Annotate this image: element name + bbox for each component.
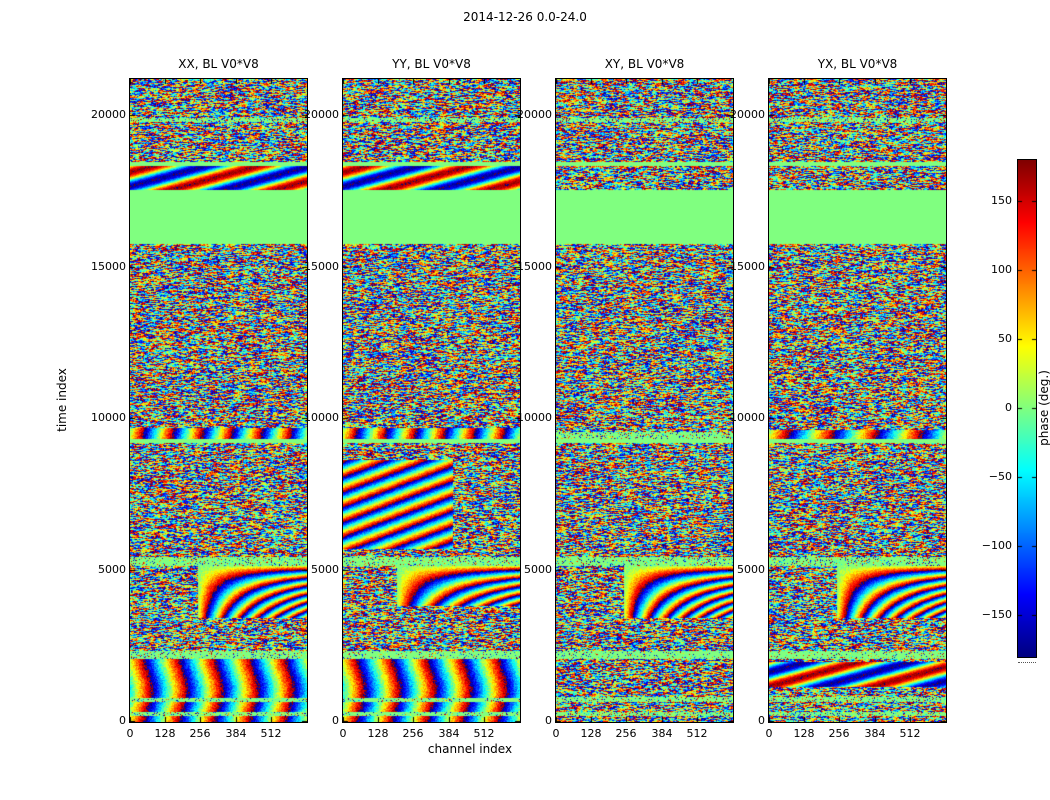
x-tick-label: 384 (216, 728, 256, 740)
y-tick-label: 10000 (719, 412, 765, 424)
panel-xy: XY, BL V0*V8 0 5000 10000 15000 20000 0 128 256 3… (556, 79, 733, 722)
panel-title-yx: YX, BL V0*V8 (769, 57, 946, 71)
y-tick-label: 15000 (719, 261, 765, 273)
y-tick-label: 0 (506, 715, 552, 727)
colorbar-gradient (1018, 160, 1036, 657)
x-tick-label: 0 (749, 728, 789, 740)
x-tick-label: 512 (677, 728, 717, 740)
colorbar-tick-label: 100 (972, 264, 1012, 276)
colorbar-tick-label: −50 (972, 471, 1012, 483)
colorbar: phase (deg.) 150 100 50 0 −50 −100 −150 (1018, 160, 1036, 657)
y-tick-label: 20000 (293, 109, 339, 121)
y-tick-label: 10000 (506, 412, 552, 424)
colorbar-tick-label: 50 (972, 333, 1012, 345)
x-tick-label: 256 (606, 728, 646, 740)
figure: 2014-12-26 0.0-24.0 time index channel i… (0, 0, 1050, 800)
x-tick-label: 384 (855, 728, 895, 740)
y-tick-label: 5000 (293, 564, 339, 576)
panel-title-xx: XX, BL V0*V8 (130, 57, 307, 71)
heatmap-xx (130, 79, 307, 722)
figure-title: 2014-12-26 0.0-24.0 (0, 10, 1050, 24)
x-tick-label: 256 (819, 728, 859, 740)
y-tick-label: 0 (80, 715, 126, 727)
x-tick-label: 0 (110, 728, 150, 740)
heatmap-yy (343, 79, 520, 722)
colorbar-tick-label: 150 (972, 195, 1012, 207)
colorbar-tick-label: −150 (972, 609, 1012, 621)
x-tick-label: 512 (890, 728, 930, 740)
y-tick-label: 5000 (80, 564, 126, 576)
y-axis-label: time index (55, 368, 69, 432)
x-tick-label: 0 (323, 728, 363, 740)
y-tick-label: 15000 (506, 261, 552, 273)
panel-title-xy: XY, BL V0*V8 (556, 57, 733, 71)
colorbar-tick-label: 0 (972, 402, 1012, 414)
colorbar-label: phase (deg.) (1037, 370, 1050, 446)
colorbar-tick-label: −100 (972, 540, 1012, 552)
colorbar-dotted-line (1018, 662, 1036, 663)
x-tick-label: 384 (429, 728, 469, 740)
panel-yx: YX, BL V0*V8 0 5000 10000 15000 20000 0 128 256 3… (769, 79, 946, 722)
panel-title-yy: YY, BL V0*V8 (343, 57, 520, 71)
y-tick-label: 20000 (80, 109, 126, 121)
x-axis-label: channel index (428, 742, 512, 756)
x-tick-label: 512 (464, 728, 504, 740)
y-tick-label: 0 (293, 715, 339, 727)
x-tick-label: 256 (393, 728, 433, 740)
y-tick-label: 10000 (293, 412, 339, 424)
x-tick-label: 128 (145, 728, 185, 740)
x-tick-label: 256 (180, 728, 220, 740)
x-tick-label: 128 (358, 728, 398, 740)
y-tick-label: 20000 (506, 109, 552, 121)
heatmap-xy (556, 79, 733, 722)
x-tick-label: 512 (251, 728, 291, 740)
y-tick-label: 5000 (719, 564, 765, 576)
y-tick-label: 0 (719, 715, 765, 727)
y-tick-label: 15000 (293, 261, 339, 273)
y-tick-label: 15000 (80, 261, 126, 273)
panel-yy: YY, BL V0*V8 0 5000 10000 15000 20000 0 128 256 3… (343, 79, 520, 722)
x-tick-label: 128 (571, 728, 611, 740)
y-tick-label: 20000 (719, 109, 765, 121)
x-tick-label: 0 (536, 728, 576, 740)
x-tick-label: 384 (642, 728, 682, 740)
y-tick-label: 10000 (80, 412, 126, 424)
y-tick-label: 5000 (506, 564, 552, 576)
heatmap-yx (769, 79, 946, 722)
panel-xx: XX, BL V0*V8 0 5000 10000 15000 20000 0 128 256 3… (130, 79, 307, 722)
x-tick-label: 128 (784, 728, 824, 740)
